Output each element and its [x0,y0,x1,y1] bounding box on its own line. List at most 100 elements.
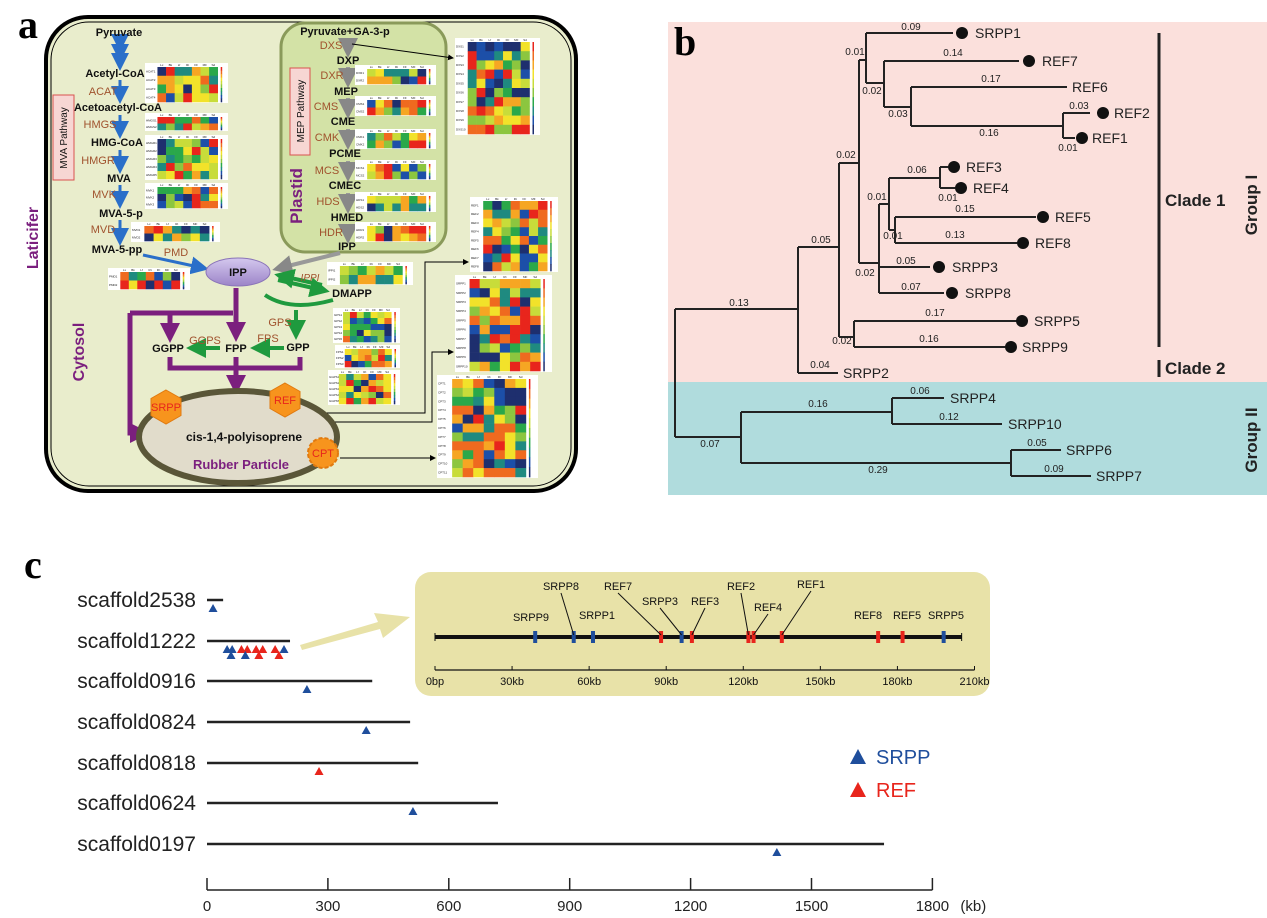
heatmap-cell [520,288,531,298]
heatmap-cell [462,432,474,442]
heatmap-cell [392,76,402,85]
leaf-srpp7: SRPP7 [1096,468,1142,484]
scaffold-label: scaffold0197 [77,833,196,856]
heatmap-cell [191,155,201,164]
heatmap-column-label: Lx [370,129,374,133]
heatmap-cell [356,318,365,325]
heatmap-cell [377,318,385,325]
heatmap-cell [499,279,511,289]
heatmap-cell [409,107,418,116]
heatmap-row-label: CPT1 [438,381,446,385]
scaffold-label: scaffold0818 [77,752,196,775]
leaf-marker-dot [1037,211,1049,223]
srpp-triangle-icon [226,651,236,659]
heatmap-cell [479,288,491,298]
heatmap-cell [191,123,201,131]
heatmap-cell [479,279,491,289]
inset-tick-label: 30kb [500,676,524,688]
heatmap-cell [371,355,379,362]
heatmap-cell [520,315,531,326]
heatmap-cell [509,361,521,372]
heatmap-cell [200,67,210,77]
heatmap-column-label: Sd [523,38,527,42]
heatmap-cell [530,334,541,344]
inset-tick-label: 180kb [882,676,912,688]
heatmap-cell [370,330,378,337]
heatmap-cell [200,201,210,209]
heatmap-cell [371,349,379,356]
heatmap-column-label: Bk [169,183,173,187]
heatmap-row-label: ACAT2 [146,78,156,82]
heatmap-cell [128,280,138,290]
heatmap-cell [452,459,463,469]
heatmap-column-label: Sd [420,192,424,196]
heatmap-row-label: DXS7 [456,100,464,104]
heatmap-cell [511,124,521,135]
heatmap-column-label: MF [203,183,207,187]
heatmap-cell [367,76,376,85]
green-flux-arrows [186,268,334,358]
heatmap-cell [515,441,527,451]
heatmap-column-label: Sd [420,160,424,164]
heatmap-cell [469,325,480,335]
branch-length-label: 0.02 [832,336,852,347]
heatmap-column-label: MF [377,370,381,374]
heatmap-column-label: FF [378,262,382,266]
heatmap-cell [494,423,506,433]
heatmap-cell [384,330,392,337]
enzyme-hmgs: HMGS [84,119,117,131]
heatmap-cell [409,233,418,242]
leaf-ref8: REF8 [1035,235,1071,251]
heatmap-column-label: Rt [497,38,500,42]
heatmap-cell [492,227,502,237]
heatmap-cell [171,280,181,290]
heatmap-cell [452,396,463,407]
scaffold-scaffold0818: scaffold0818 [77,752,419,775]
heatmap-cell [349,336,358,343]
heatmap-cell [483,423,495,433]
inset-gene-ref1 [779,631,784,643]
heatmap-cell [174,194,184,202]
heatmap-row-label: MVD1 [132,228,141,232]
heatmap-cell [392,233,402,242]
heatmap-cell [166,117,175,124]
heatmap-column-label: Rt [395,160,398,164]
heatmap-cell [499,334,511,344]
inset-gene-label: REF5 [893,610,921,622]
heatmap-cell [520,97,530,107]
heatmap-cell [417,69,427,77]
heatmap-row-label: CMK1 [356,135,365,139]
heatmap-cell [384,361,392,368]
heatmap-cell [417,226,427,234]
heatmap-cell [344,361,352,368]
heatmap-column-label: Rt [149,268,152,272]
heatmap-cell [183,84,193,94]
heatmap-row-label: DXS6 [456,91,464,95]
heatmap-cell [375,392,384,399]
branch-length-label: 0.02 [855,268,875,279]
heatmap-cell [452,387,463,398]
heatmap-column-label: Lx [370,192,374,196]
heatmap-cell [520,361,531,372]
heatmap-cell [504,441,516,451]
heatmap-row-label: DXS2 [456,54,464,58]
heatmap-cell [483,236,493,246]
heatmap-cell [467,42,477,52]
heatmap-cell [191,139,201,148]
heatmap-cell [479,306,491,317]
heatmap-cell [417,233,427,242]
heatmap-cell [346,398,354,405]
heatmap-column-label: Lf [489,38,492,42]
heatmap-cell [479,334,491,344]
heatmap-cell [467,60,477,70]
axis-tick-label: 1800 [916,898,949,915]
heatmap-row-label: REF4 [471,230,479,234]
heatmap-cell [467,115,477,126]
heatmap-cell [520,334,531,344]
heatmap-cell [356,312,365,319]
heatmap-cell [375,226,385,234]
heatmap-cell [503,88,513,98]
heatmap-row-label: CPT2 [438,390,446,394]
heatmap-cell [358,355,366,362]
heatmap-cell [511,106,521,116]
